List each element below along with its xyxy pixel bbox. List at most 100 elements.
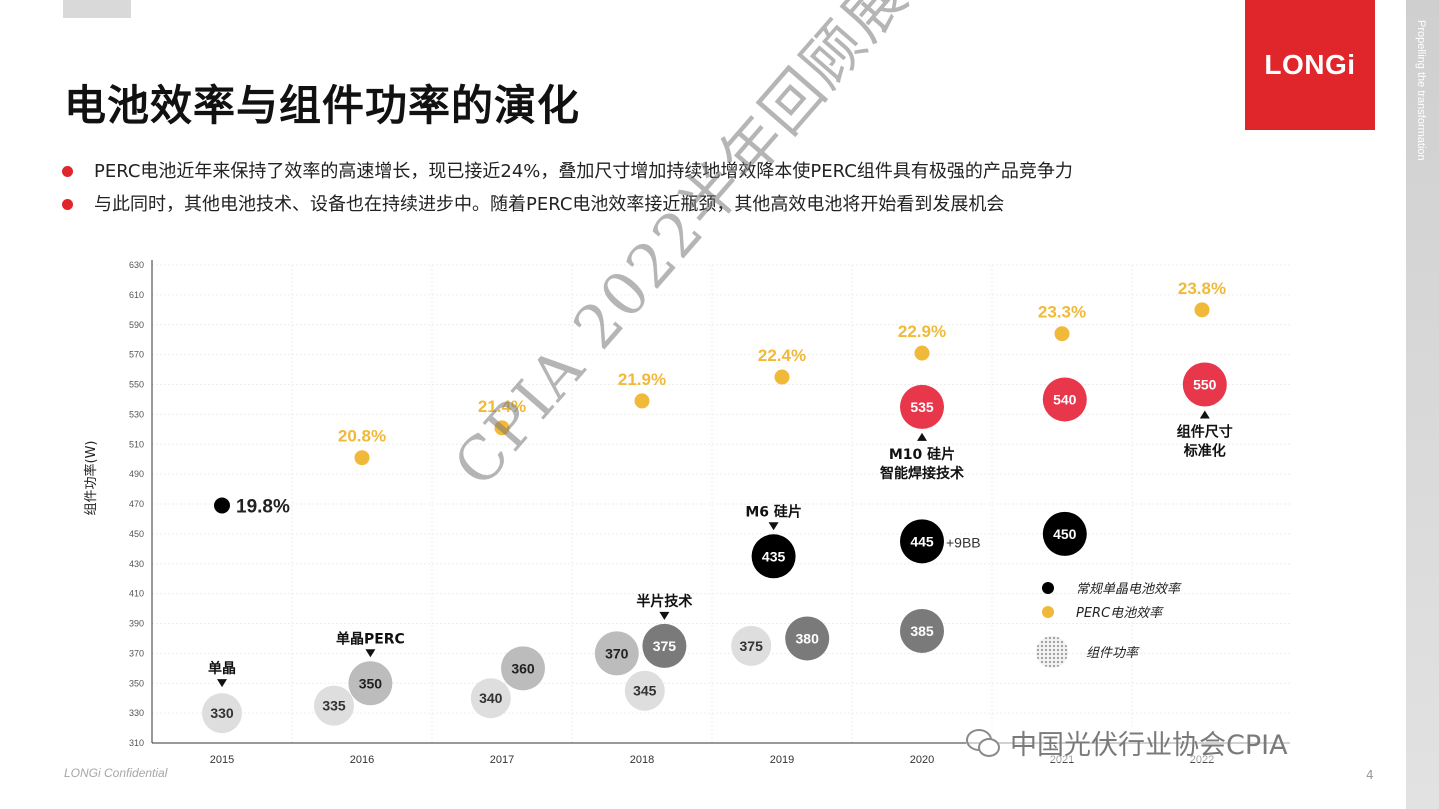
annotation-arrow-icon: [659, 611, 670, 620]
wechat-icon: [966, 727, 1000, 757]
y-tick-label: 490: [129, 469, 144, 479]
top-tab: [63, 0, 131, 18]
module-power-bubble: [348, 661, 393, 706]
module-power-bubble: [751, 534, 796, 579]
module-power-label: 350: [359, 675, 383, 691]
perc-efficiency-point: [1054, 326, 1070, 342]
module-power-label: 385: [910, 623, 934, 639]
x-tick-label: 2016: [350, 754, 374, 766]
page-title: 电池效率与组件功率的演化: [64, 81, 581, 130]
perc-efficiency-point: [354, 450, 370, 466]
module-power-bubble: [1042, 511, 1087, 556]
perc-efficiency-label: 22.4%: [758, 346, 806, 365]
module-power-bubble: [900, 384, 944, 429]
y-tick-label: 410: [129, 589, 144, 599]
x-tick-label: 2020: [910, 754, 934, 766]
y-tick-label: 630: [129, 260, 144, 270]
annotation-label: 组件尺寸: [1177, 424, 1233, 441]
page-number: 4: [1366, 768, 1374, 782]
module-power-label: 375: [653, 638, 677, 654]
legend-marker-gold: [1042, 606, 1054, 618]
perc-efficiency-label: 23.8%: [1178, 279, 1226, 298]
module-power-label: 375: [740, 638, 764, 654]
annotation-label: 单晶PERC: [336, 630, 405, 647]
module-power-label: 345: [633, 683, 657, 699]
legend-label: PERC电池效率: [1076, 605, 1164, 621]
module-power-label: 370: [605, 645, 629, 661]
module-power-label: 360: [511, 660, 535, 676]
x-tick-label: 2017: [490, 754, 514, 766]
side-tagline: Propelling the transformation: [1415, 20, 1427, 161]
bullet-dot-icon: [62, 199, 73, 210]
bullet-list: PERC电池近年来保持了效率的高速增长，现已接近24%，叠加尺寸增加持续地增效降…: [62, 155, 1073, 221]
source-tag: 中国光伏行业协会CPIA: [966, 722, 1292, 762]
mono-efficiency-label: 19.8%: [236, 496, 290, 517]
y-tick-label: 310: [129, 738, 144, 748]
y-tick-label: 530: [129, 409, 144, 419]
annotation-arrow-icon: [217, 679, 227, 688]
annotation-label: M6 硅片: [745, 503, 802, 520]
y-tick-label: 370: [129, 648, 144, 658]
annotation-label: 标准化: [1183, 443, 1226, 460]
perc-efficiency-label: 23.3%: [1038, 303, 1086, 322]
module-power-bubble: [470, 678, 511, 719]
annotation-arrow-icon: [1199, 410, 1210, 419]
module-power-label: 450: [1053, 526, 1077, 542]
bullet-item: 与此同时，其他电池技术、设备也在持续进步中。随着PERC电池效率接近瓶颈，其他高…: [62, 188, 1073, 221]
perc-efficiency-point: [774, 369, 790, 385]
module-power-label: 550: [1193, 377, 1217, 393]
y-tick-label: 590: [129, 320, 144, 330]
perc-efficiency-point: [914, 345, 930, 361]
module-power-label: 335: [322, 698, 346, 714]
module-power-bubble: [624, 670, 665, 711]
x-tick-label: 2015: [210, 754, 234, 766]
y-tick-label: 430: [129, 559, 144, 569]
y-tick-label: 610: [129, 290, 144, 300]
module-power-bubble: [731, 625, 772, 666]
module-power-bubble: [501, 646, 545, 691]
legend-label: 常规单晶电池效率: [1076, 581, 1182, 597]
y-tick-label: 470: [129, 499, 144, 509]
perc-efficiency-label: 22.9%: [898, 322, 946, 341]
longi-logo: LONGi: [1245, 0, 1375, 130]
legend-marker-black: [1042, 582, 1054, 594]
y-axis-label: 组件功率(W): [83, 441, 99, 516]
bullet-item: PERC电池近年来保持了效率的高速增长，现已接近24%，叠加尺寸增加持续地增效降…: [62, 155, 1073, 188]
x-tick-label: 2018: [630, 754, 654, 766]
annotation-arrow-icon: [768, 522, 779, 531]
annotation-label: M10 硅片: [889, 446, 955, 463]
perc-efficiency-point: [634, 393, 650, 409]
perc-efficiency-point: [1194, 302, 1210, 318]
module-power-label: 535: [910, 399, 934, 415]
bullet-text: 与此同时，其他电池技术、设备也在持续进步中。随着PERC电池效率接近瓶颈，其他高…: [94, 194, 1005, 215]
y-tick-label: 510: [129, 439, 144, 449]
annotation-label: +9BB: [946, 534, 981, 550]
module-power-label: 445: [910, 533, 934, 549]
y-tick-label: 350: [129, 678, 144, 688]
bullet-text: PERC电池近年来保持了效率的高速增长，现已接近24%，叠加尺寸增加持续地增效降…: [94, 161, 1073, 182]
module-power-label: 435: [762, 548, 786, 564]
source-tag-text: 中国光伏行业协会CPIA: [1010, 729, 1288, 761]
module-power-bubble: [1182, 362, 1227, 407]
module-power-label: 540: [1053, 391, 1077, 407]
annotation-label: 单晶: [208, 660, 236, 677]
module-power-bubble: [900, 519, 944, 564]
legend-label: 组件功率: [1086, 645, 1140, 661]
module-power-bubble: [594, 631, 639, 676]
y-tick-label: 550: [129, 380, 144, 390]
module-power-label: 330: [210, 705, 234, 721]
y-tick-label: 330: [129, 708, 144, 718]
annotation-label: 半片技术: [636, 593, 692, 610]
y-tick-label: 390: [129, 619, 144, 629]
perc-efficiency-label: 20.8%: [338, 427, 386, 446]
mono-efficiency-point: [214, 497, 230, 514]
module-power-bubble: [1042, 377, 1087, 422]
module-power-bubble: [314, 685, 354, 726]
module-power-label: 380: [796, 630, 820, 646]
module-power-bubble: [202, 693, 242, 734]
y-tick-label: 450: [129, 529, 144, 539]
module-power-bubble: [900, 608, 944, 653]
side-strip: [1406, 0, 1439, 809]
annotation-label: 智能焊接技术: [879, 465, 964, 482]
